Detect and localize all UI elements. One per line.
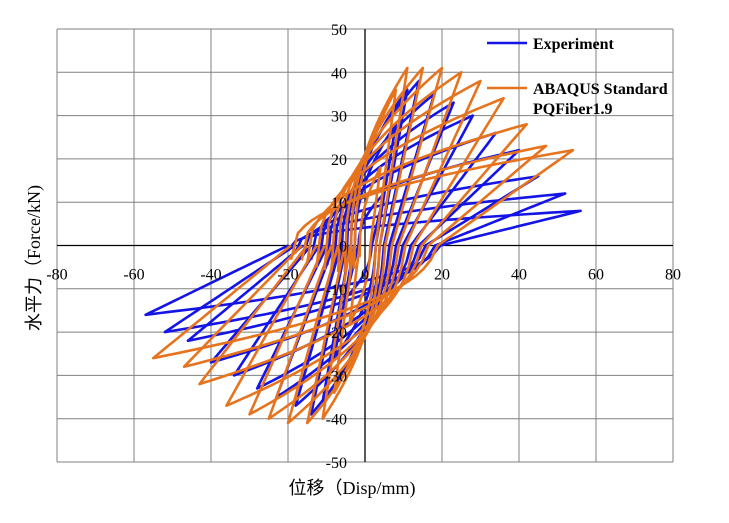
hysteresis-loop [255,114,475,390]
legend-label: Experiment [533,36,615,53]
hysteresis-loop [267,71,463,420]
hysteresis-loop [286,66,444,425]
legend: Experiment ABAQUS Standard PQFiber1.9 [487,36,668,118]
x-tick-label: 40 [511,267,527,284]
y-tick-label: -20 [326,325,347,342]
y-tick-label: -40 [326,412,347,429]
y-tick-label: 40 [331,65,347,82]
hysteresis-loop [306,66,425,425]
hysteresis-loop [182,144,548,368]
x-tick-label: 60 [588,267,604,284]
y-tick-labels: 50 40 30 20 10 0 -10 -20 -30 -40 -50 [326,22,347,472]
series-layer [144,66,582,425]
x-tick-label: -20 [277,267,298,284]
x-tick-label: -40 [200,267,221,284]
y-tick-label: 10 [331,195,347,212]
y-tick-label: -10 [326,282,347,299]
hysteresis-loop [151,148,575,360]
y-tick-label: 0 [339,239,347,256]
hysteresis-loop [144,209,582,317]
x-tick-label: -80 [46,267,67,284]
y-tick-label: -50 [326,455,347,472]
y-tick-label: 30 [331,109,347,126]
x-axis-title: 位移（Disp/mm) [288,478,415,499]
y-tick-label: 20 [331,152,347,169]
x-tick-labels: -80 -60 -40 -20 0 20 40 60 80 [46,267,681,284]
legend-label: ABAQUS Standard [533,81,668,98]
hysteresis-loop [198,123,528,386]
x-tick-label: -60 [123,267,144,284]
y-tick-label: 50 [331,22,347,39]
hysteresis-loop [225,97,505,407]
x-tick-label: 0 [361,267,369,284]
x-tick-label: 20 [434,267,450,284]
hysteresis-loop [186,174,540,343]
x-tick-label: 80 [665,267,681,284]
hysteresis-loop [232,131,498,377]
series-abaqus-standard [151,66,575,425]
hysteresis-loop [248,79,482,416]
y-axis-title: 水平力（Force/kN) [24,185,45,331]
y-tick-label: -30 [326,368,347,385]
zero-axes [57,29,673,462]
hysteresis-loop [163,192,567,334]
hysteresis-loop [294,92,436,407]
hysteresis-loop [348,166,382,325]
hysteresis-loop [321,66,409,420]
legend-label: PQFiber1.9 [533,101,613,118]
